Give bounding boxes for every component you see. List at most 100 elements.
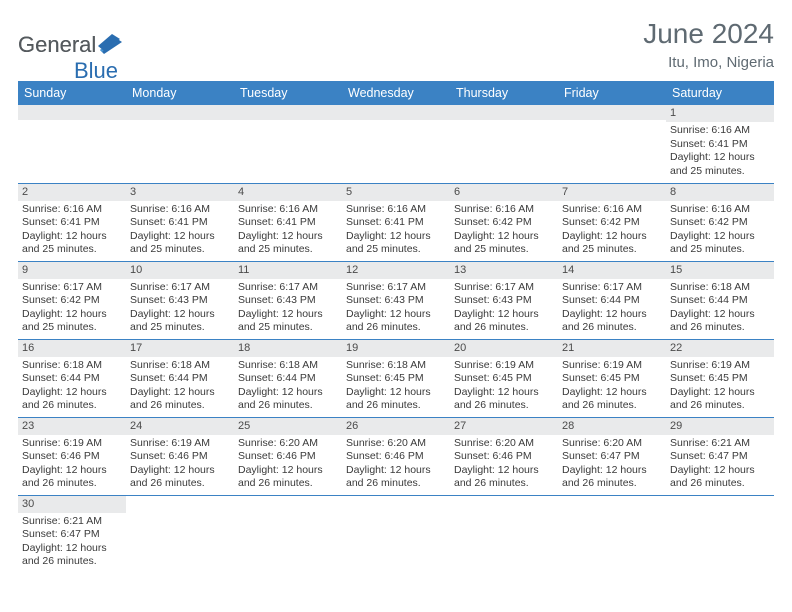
day-number: 28 <box>558 418 666 435</box>
day-data: Sunrise: 6:16 AMSunset: 6:42 PMDaylight:… <box>450 201 558 261</box>
calendar-week-row: 30Sunrise: 6:21 AMSunset: 6:47 PMDayligh… <box>18 495 774 573</box>
calendar-cell: 28Sunrise: 6:20 AMSunset: 6:47 PMDayligh… <box>558 417 666 495</box>
day-data: Sunrise: 6:17 AMSunset: 6:43 PMDaylight:… <box>450 279 558 339</box>
calendar-cell <box>342 105 450 183</box>
calendar-cell: 5Sunrise: 6:16 AMSunset: 6:41 PMDaylight… <box>342 183 450 261</box>
day-data: Sunrise: 6:19 AMSunset: 6:45 PMDaylight:… <box>450 357 558 417</box>
calendar-cell: 19Sunrise: 6:18 AMSunset: 6:45 PMDayligh… <box>342 339 450 417</box>
day-number: 2 <box>18 184 126 201</box>
day-number: 3 <box>126 184 234 201</box>
calendar-cell: 9Sunrise: 6:17 AMSunset: 6:42 PMDaylight… <box>18 261 126 339</box>
day-data: Sunrise: 6:16 AMSunset: 6:41 PMDaylight:… <box>126 201 234 261</box>
calendar-week-row: 16Sunrise: 6:18 AMSunset: 6:44 PMDayligh… <box>18 339 774 417</box>
calendar-week-row: 1Sunrise: 6:16 AMSunset: 6:41 PMDaylight… <box>18 105 774 183</box>
logo-full: General Blue <box>18 18 120 84</box>
month-title: June 2024 <box>643 18 774 50</box>
calendar-cell: 8Sunrise: 6:16 AMSunset: 6:42 PMDaylight… <box>666 183 774 261</box>
day-number: 14 <box>558 262 666 279</box>
calendar-cell: 6Sunrise: 6:16 AMSunset: 6:42 PMDaylight… <box>450 183 558 261</box>
calendar-body: 1Sunrise: 6:16 AMSunset: 6:41 PMDaylight… <box>18 105 774 573</box>
calendar-cell <box>450 495 558 573</box>
day-data: Sunrise: 6:19 AMSunset: 6:45 PMDaylight:… <box>558 357 666 417</box>
day-number: 4 <box>234 184 342 201</box>
day-data: Sunrise: 6:21 AMSunset: 6:47 PMDaylight:… <box>18 513 126 573</box>
day-number: 1 <box>666 105 774 122</box>
day-data: Sunrise: 6:17 AMSunset: 6:42 PMDaylight:… <box>18 279 126 339</box>
day-data: Sunrise: 6:19 AMSunset: 6:46 PMDaylight:… <box>18 435 126 495</box>
empty-day-header <box>342 105 450 120</box>
day-data: Sunrise: 6:16 AMSunset: 6:41 PMDaylight:… <box>666 122 774 182</box>
day-number: 5 <box>342 184 450 201</box>
header: General General Blue June 2024 Itu, Imo,… <box>18 18 774 71</box>
day-number: 7 <box>558 184 666 201</box>
day-data: Sunrise: 6:20 AMSunset: 6:46 PMDaylight:… <box>342 435 450 495</box>
day-data: Sunrise: 6:18 AMSunset: 6:44 PMDaylight:… <box>234 357 342 417</box>
weekday-header: Thursday <box>450 81 558 105</box>
calendar-cell <box>18 105 126 183</box>
calendar-cell: 14Sunrise: 6:17 AMSunset: 6:44 PMDayligh… <box>558 261 666 339</box>
empty-day-header <box>18 105 126 120</box>
day-data: Sunrise: 6:18 AMSunset: 6:45 PMDaylight:… <box>342 357 450 417</box>
calendar-cell <box>558 105 666 183</box>
calendar-table: SundayMondayTuesdayWednesdayThursdayFrid… <box>18 81 774 573</box>
day-data: Sunrise: 6:18 AMSunset: 6:44 PMDaylight:… <box>18 357 126 417</box>
calendar-cell: 30Sunrise: 6:21 AMSunset: 6:47 PMDayligh… <box>18 495 126 573</box>
day-data: Sunrise: 6:16 AMSunset: 6:41 PMDaylight:… <box>234 201 342 261</box>
day-number: 30 <box>18 496 126 513</box>
day-data: Sunrise: 6:18 AMSunset: 6:44 PMDaylight:… <box>666 279 774 339</box>
calendar-cell: 2Sunrise: 6:16 AMSunset: 6:41 PMDaylight… <box>18 183 126 261</box>
weekday-header: Tuesday <box>234 81 342 105</box>
calendar-cell: 10Sunrise: 6:17 AMSunset: 6:43 PMDayligh… <box>126 261 234 339</box>
day-data: Sunrise: 6:16 AMSunset: 6:42 PMDaylight:… <box>666 201 774 261</box>
empty-day-header <box>558 105 666 120</box>
calendar-cell: 21Sunrise: 6:19 AMSunset: 6:45 PMDayligh… <box>558 339 666 417</box>
calendar-cell: 1Sunrise: 6:16 AMSunset: 6:41 PMDaylight… <box>666 105 774 183</box>
calendar-week-row: 23Sunrise: 6:19 AMSunset: 6:46 PMDayligh… <box>18 417 774 495</box>
day-number: 6 <box>450 184 558 201</box>
calendar-cell <box>126 495 234 573</box>
empty-day-header <box>450 105 558 120</box>
day-data: Sunrise: 6:17 AMSunset: 6:44 PMDaylight:… <box>558 279 666 339</box>
logo-part2: Blue <box>74 58 118 83</box>
calendar-cell: 29Sunrise: 6:21 AMSunset: 6:47 PMDayligh… <box>666 417 774 495</box>
day-data: Sunrise: 6:20 AMSunset: 6:47 PMDaylight:… <box>558 435 666 495</box>
empty-day-header <box>126 105 234 120</box>
empty-day-header <box>234 105 342 120</box>
calendar-cell: 25Sunrise: 6:20 AMSunset: 6:46 PMDayligh… <box>234 417 342 495</box>
calendar-cell: 18Sunrise: 6:18 AMSunset: 6:44 PMDayligh… <box>234 339 342 417</box>
calendar-cell <box>234 495 342 573</box>
day-number: 10 <box>126 262 234 279</box>
weekday-header: Wednesday <box>342 81 450 105</box>
calendar-cell: 11Sunrise: 6:17 AMSunset: 6:43 PMDayligh… <box>234 261 342 339</box>
day-number: 9 <box>18 262 126 279</box>
calendar-week-row: 2Sunrise: 6:16 AMSunset: 6:41 PMDaylight… <box>18 183 774 261</box>
day-data: Sunrise: 6:21 AMSunset: 6:47 PMDaylight:… <box>666 435 774 495</box>
logo-part1: General <box>18 32 96 57</box>
calendar-cell: 12Sunrise: 6:17 AMSunset: 6:43 PMDayligh… <box>342 261 450 339</box>
day-number: 12 <box>342 262 450 279</box>
day-number: 23 <box>18 418 126 435</box>
day-data: Sunrise: 6:19 AMSunset: 6:45 PMDaylight:… <box>666 357 774 417</box>
calendar-cell: 4Sunrise: 6:16 AMSunset: 6:41 PMDaylight… <box>234 183 342 261</box>
calendar-cell <box>126 105 234 183</box>
calendar-cell: 3Sunrise: 6:16 AMSunset: 6:41 PMDaylight… <box>126 183 234 261</box>
calendar-cell: 26Sunrise: 6:20 AMSunset: 6:46 PMDayligh… <box>342 417 450 495</box>
day-number: 24 <box>126 418 234 435</box>
calendar-cell <box>558 495 666 573</box>
day-number: 19 <box>342 340 450 357</box>
day-number: 26 <box>342 418 450 435</box>
day-data: Sunrise: 6:17 AMSunset: 6:43 PMDaylight:… <box>234 279 342 339</box>
calendar-week-row: 9Sunrise: 6:17 AMSunset: 6:42 PMDaylight… <box>18 261 774 339</box>
day-data: Sunrise: 6:19 AMSunset: 6:46 PMDaylight:… <box>126 435 234 495</box>
day-number: 16 <box>18 340 126 357</box>
calendar-cell: 23Sunrise: 6:19 AMSunset: 6:46 PMDayligh… <box>18 417 126 495</box>
day-data: Sunrise: 6:17 AMSunset: 6:43 PMDaylight:… <box>342 279 450 339</box>
calendar-cell: 7Sunrise: 6:16 AMSunset: 6:42 PMDaylight… <box>558 183 666 261</box>
day-data: Sunrise: 6:16 AMSunset: 6:41 PMDaylight:… <box>342 201 450 261</box>
calendar-cell: 27Sunrise: 6:20 AMSunset: 6:46 PMDayligh… <box>450 417 558 495</box>
weekday-header: Monday <box>126 81 234 105</box>
calendar-cell: 15Sunrise: 6:18 AMSunset: 6:44 PMDayligh… <box>666 261 774 339</box>
day-number: 22 <box>666 340 774 357</box>
flag-icon <box>98 34 120 52</box>
day-number: 21 <box>558 340 666 357</box>
